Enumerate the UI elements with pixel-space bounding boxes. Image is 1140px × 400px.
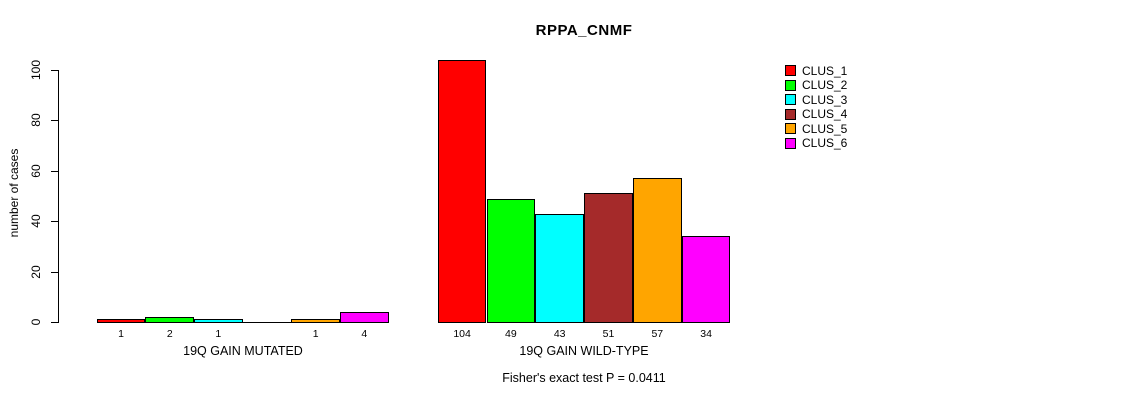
bar xyxy=(194,319,243,323)
bar-value-label: 1 xyxy=(312,328,319,340)
bar-value-label: 104 xyxy=(453,328,471,340)
legend-item: CLUS_4 xyxy=(785,108,847,120)
bar xyxy=(437,60,487,323)
y-axis-tick-label: 100 xyxy=(29,59,43,81)
legend-item: CLUS_3 xyxy=(785,94,847,106)
legend-color-swatch xyxy=(785,65,796,76)
bar xyxy=(291,319,340,323)
y-axis-tick xyxy=(51,221,58,222)
chart-title: RPPA_CNMF xyxy=(535,22,633,39)
y-axis-tick-label: 40 xyxy=(29,214,43,228)
legend-color-swatch xyxy=(785,123,796,134)
legend-item-label: CLUS_6 xyxy=(802,136,848,150)
y-axis-line xyxy=(58,70,59,323)
bar-value-label: 34 xyxy=(700,328,712,340)
y-axis-tick-label: 0 xyxy=(29,318,43,326)
legend-color-swatch xyxy=(785,108,796,120)
y-axis-tick xyxy=(51,322,58,323)
y-axis-title: number of cases xyxy=(7,148,21,238)
legend-item-label: CLUS_4 xyxy=(802,107,848,121)
bar xyxy=(340,312,389,323)
legend-item-label: CLUS_3 xyxy=(802,92,848,107)
legend-item: CLUS_1 xyxy=(785,65,847,77)
bar xyxy=(681,236,731,323)
bar-value-label: 43 xyxy=(553,328,566,340)
x-axis-group-label-mutated: 19Q GAIN MUTATED xyxy=(183,344,303,358)
bar-value-label: 49 xyxy=(505,328,517,340)
bar-value-label: 57 xyxy=(651,328,664,340)
bar xyxy=(535,214,585,323)
bar-value-label: 2 xyxy=(166,328,173,340)
bar-value-label: 1 xyxy=(215,328,222,340)
bar-value-label: 51 xyxy=(602,328,615,340)
y-axis-tick xyxy=(51,171,58,172)
legend-item: CLUS_5 xyxy=(785,123,847,135)
legend-item: CLUS_6 xyxy=(785,137,847,149)
legend-color-swatch xyxy=(785,79,796,91)
fisher-test-annotation: Fisher's exact test P = 0.0411 xyxy=(502,371,666,385)
x-axis-group-label-wild-type: 19Q GAIN WILD-TYPE xyxy=(519,344,649,358)
bar-value-label: 4 xyxy=(361,328,368,340)
bar xyxy=(145,317,195,323)
legend-item-label: CLUS_1 xyxy=(802,63,848,78)
bar xyxy=(96,319,146,323)
bar-zero xyxy=(242,322,293,323)
legend-item-label: CLUS_2 xyxy=(802,78,848,92)
legend-color-swatch xyxy=(785,94,796,105)
y-axis-tick-label: 20 xyxy=(29,265,43,279)
bar xyxy=(584,193,633,323)
legend-color-swatch xyxy=(785,137,796,149)
y-axis-tick xyxy=(51,70,58,71)
legend-item: CLUS_2 xyxy=(785,79,847,91)
legend-item-label: CLUS_5 xyxy=(802,121,848,136)
bar xyxy=(632,178,682,323)
y-axis-tick xyxy=(51,272,58,273)
bar xyxy=(486,199,536,323)
y-axis-tick xyxy=(51,120,58,121)
y-axis-tick-label: 60 xyxy=(29,164,43,178)
y-axis-tick-label: 80 xyxy=(29,113,43,127)
bar-value-label: 1 xyxy=(118,328,124,340)
